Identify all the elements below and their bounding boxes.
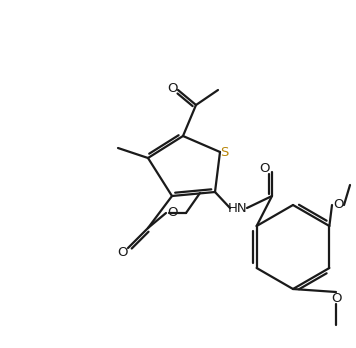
- Text: O: O: [168, 206, 178, 219]
- Text: O: O: [118, 246, 128, 260]
- Text: O: O: [167, 81, 177, 95]
- Text: O: O: [333, 198, 343, 212]
- Text: O: O: [260, 161, 270, 174]
- Text: O: O: [331, 292, 341, 304]
- Text: S: S: [220, 145, 228, 158]
- Text: HN: HN: [228, 201, 248, 214]
